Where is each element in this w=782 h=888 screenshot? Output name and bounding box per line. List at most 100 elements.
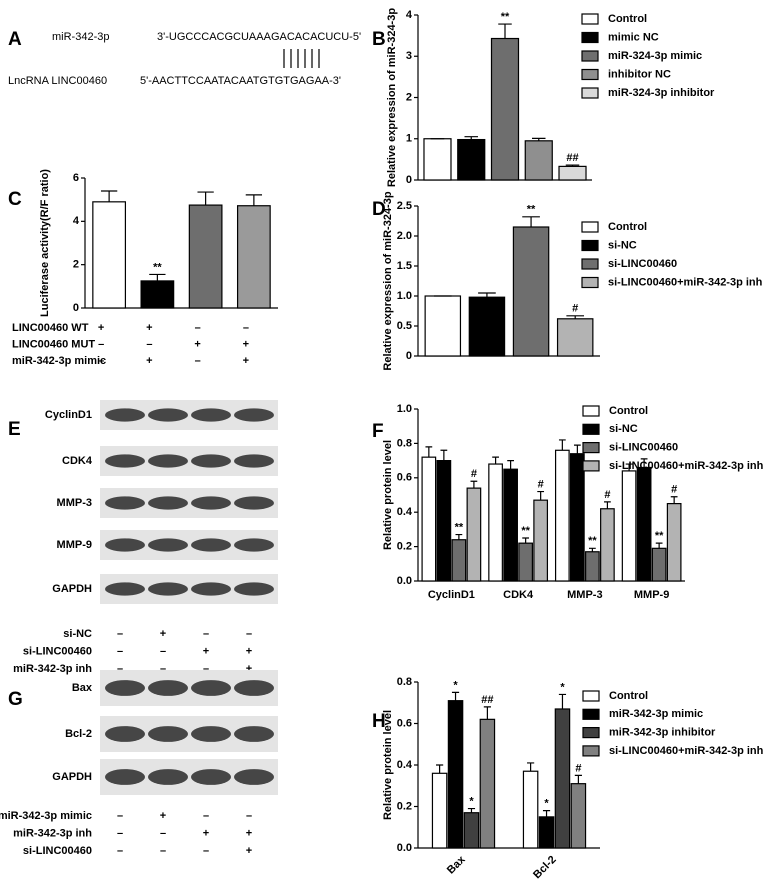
bar xyxy=(423,138,452,181)
legend-label: si-LINC00460+miR-342-3p inh xyxy=(609,745,764,757)
y-tick-label: 1 xyxy=(406,133,412,145)
condition-sign: – xyxy=(117,810,123,822)
panel-letter: G xyxy=(8,689,23,710)
panel-letter: B xyxy=(372,29,386,50)
error-bar xyxy=(542,810,551,817)
bar xyxy=(524,140,553,181)
blot-band xyxy=(105,454,145,468)
blot-band xyxy=(148,408,188,422)
x-tick-label: Bcl-2 xyxy=(531,854,559,882)
legend-label: Control xyxy=(608,13,647,25)
significance-mark: # xyxy=(671,484,677,496)
y-tick-label: 0.6 xyxy=(397,472,412,484)
condition-label: miR-342-3p mimic xyxy=(12,355,106,367)
legend-swatch xyxy=(581,50,599,62)
significance-mark: # xyxy=(604,489,610,501)
bar xyxy=(556,318,594,357)
blot-band xyxy=(148,538,188,552)
bar xyxy=(503,468,518,582)
y-tick-label: 0.2 xyxy=(397,800,412,812)
legend-label: miR-324-3p inhibitor xyxy=(608,87,715,99)
bar xyxy=(92,201,127,309)
error-bar xyxy=(425,446,433,458)
error-bar xyxy=(451,691,460,701)
panel-letter: E xyxy=(8,419,21,440)
blot-band xyxy=(191,408,231,422)
condition-sign: – xyxy=(117,827,123,839)
y-tick-label: 2.5 xyxy=(397,200,412,212)
legend-label: mimic NC xyxy=(608,31,659,43)
error-bar xyxy=(478,292,496,298)
bar xyxy=(431,772,448,849)
band-label: Bcl-2 xyxy=(65,728,92,740)
condition-sign: – xyxy=(160,663,166,675)
condition-label: si-NC xyxy=(63,628,92,640)
error-bar xyxy=(149,273,166,281)
blot-band xyxy=(191,726,231,742)
blot-band xyxy=(105,582,145,596)
significance-mark: ** xyxy=(588,535,597,547)
condition-sign: + xyxy=(246,645,252,657)
y-tick-label: 0.2 xyxy=(397,541,412,553)
error-bar xyxy=(558,439,566,451)
band-label: MMP-3 xyxy=(57,497,92,509)
error-bar xyxy=(565,164,580,167)
x-tick-label: Bax xyxy=(445,853,468,876)
legend-swatch xyxy=(581,239,599,252)
error-bar xyxy=(467,807,476,813)
condition-label: LINC00460 WT xyxy=(12,322,89,334)
significance-mark: * xyxy=(469,795,474,807)
legend-swatch xyxy=(581,276,599,289)
legend-swatch xyxy=(582,745,600,757)
significance-mark: ** xyxy=(521,525,530,537)
error-bar xyxy=(440,449,448,461)
band-label: CyclinD1 xyxy=(45,409,92,421)
error-bar xyxy=(245,194,263,206)
y-axis-label: Relative protein level xyxy=(382,440,394,550)
legend-swatch xyxy=(581,87,599,99)
band-label: GAPDH xyxy=(52,583,92,595)
condition-label: LINC00460 MUT xyxy=(12,338,95,350)
condition-sign: – xyxy=(246,810,252,822)
condition-sign: – xyxy=(203,845,209,857)
blot-band xyxy=(234,496,274,510)
condition-sign: – xyxy=(203,628,209,640)
blot-band xyxy=(148,769,188,785)
error-bar xyxy=(589,547,596,552)
error-bar xyxy=(655,542,663,549)
bar xyxy=(466,487,482,582)
y-axis-label: Luciferase activity(R/F ratio) xyxy=(39,169,51,317)
condition-sign: – xyxy=(243,322,249,334)
condition-label: miR-342-3p inh xyxy=(13,827,92,839)
y-tick-label: 2 xyxy=(406,91,412,103)
bar xyxy=(479,718,496,849)
error-bar xyxy=(522,537,530,544)
condition-sign: + xyxy=(203,645,209,657)
legend-label: si-NC xyxy=(609,423,638,435)
bar xyxy=(447,700,464,849)
bar xyxy=(451,539,467,582)
error-bar xyxy=(470,480,478,489)
legend-label: si-LINC00460 xyxy=(609,442,678,454)
blot-band xyxy=(234,408,274,422)
blot-band xyxy=(148,496,188,510)
bar xyxy=(554,449,570,582)
legend-swatch xyxy=(582,726,600,739)
legend-label: miR-342-3p inhibitor xyxy=(609,727,716,739)
condition-sign: – xyxy=(117,645,123,657)
bar xyxy=(570,783,587,849)
y-tick-label: 3 xyxy=(406,50,412,62)
bar xyxy=(538,816,555,849)
y-tick-label: 0 xyxy=(406,174,412,186)
legend-label: si-LINC00460+miR-342-3p inh xyxy=(609,460,764,472)
bar xyxy=(585,551,600,582)
legend-label: Control xyxy=(608,221,647,233)
bar xyxy=(424,295,462,357)
condition-label: si-LINC00460 xyxy=(23,845,92,857)
bar xyxy=(488,463,503,582)
condition-sign: – xyxy=(203,663,209,675)
condition-label: miR-342-3p mimic xyxy=(0,810,92,822)
bar xyxy=(554,708,571,849)
legend-label: si-NC xyxy=(608,239,637,251)
